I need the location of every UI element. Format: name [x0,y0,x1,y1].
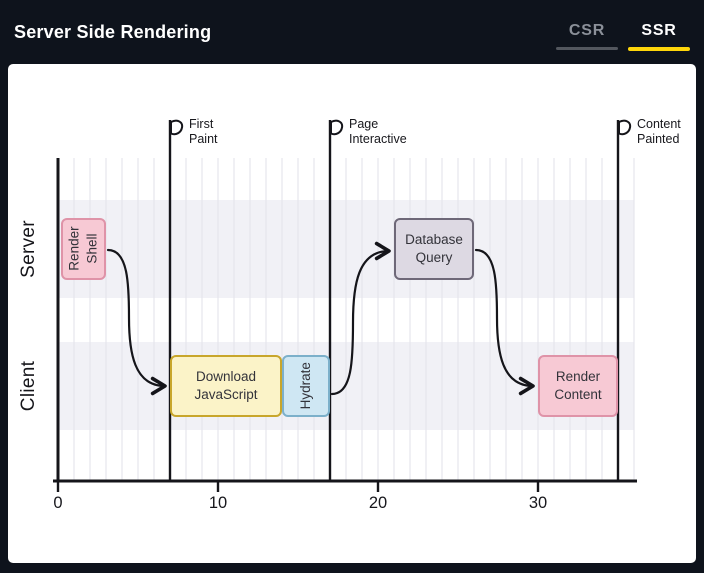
task-box-render-shell: Render Shell [61,218,106,280]
milestone-label: Page Interactive [349,117,407,146]
milestone-label: First Paint [189,117,218,146]
diagram-panel: Server Client First Paint Page Interactive Con… [8,64,696,563]
app-header: Server Side Rendering CSR SSR [0,0,704,64]
tab-csr[interactable]: CSR [556,22,618,51]
lane-label-server: Server [18,220,39,278]
tab-underline [628,46,690,51]
task-box-download-javascript: Download JavaScript [170,355,282,417]
tab-underline [556,46,618,50]
x-tick-label: 10 [208,494,228,512]
timeline-chart: Server Client First Paint Page Interactive Con… [8,64,696,563]
milestone-flag-icon [330,119,344,136]
milestone-flag-icon [618,119,632,136]
x-tick-label: 0 [53,494,63,512]
task-box-hydrate: Hydrate [282,355,330,417]
x-tick-label: 20 [368,494,388,512]
task-box-database-query: Database Query [394,218,474,280]
milestone-flag-icon [170,119,184,136]
tab-label: CSR [568,21,606,39]
task-label: Render Content [554,369,602,402]
task-label: Download JavaScript [194,369,258,402]
task-label: Database Query [405,232,463,265]
task-box-render-content: Render Content [538,355,618,417]
tab-bar: CSR SSR [556,22,690,51]
page-title: Server Side Rendering [14,21,212,42]
task-label: Render Shell [67,226,100,272]
lane-label-client: Client [18,360,39,412]
milestone-label: Content Painted [637,117,681,146]
x-tick-label: 30 [528,494,548,512]
tab-label: SSR [641,21,677,39]
task-label: Hydrate [298,362,314,410]
lane-band-server [58,200,634,298]
tab-ssr[interactable]: SSR [628,22,690,51]
